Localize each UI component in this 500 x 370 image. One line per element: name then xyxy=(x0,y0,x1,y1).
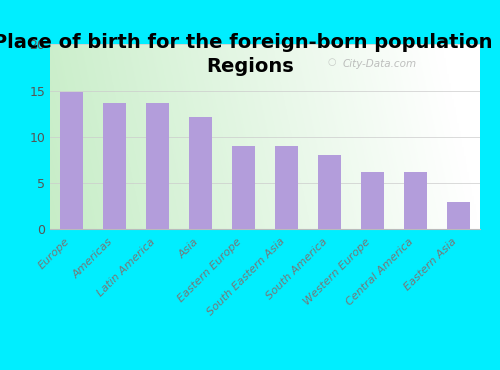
Bar xyxy=(146,102,170,229)
Text: Place of birth for the foreign-born population -
Regions: Place of birth for the foreign-born popu… xyxy=(0,33,500,76)
Bar xyxy=(404,172,427,229)
Bar xyxy=(360,172,384,229)
Text: ○: ○ xyxy=(328,57,336,67)
Bar xyxy=(232,146,256,229)
Text: City-Data.com: City-Data.com xyxy=(342,59,416,69)
Bar xyxy=(188,117,212,229)
Bar xyxy=(318,155,342,229)
Bar xyxy=(274,146,298,229)
Bar xyxy=(60,91,84,229)
Bar xyxy=(446,202,470,229)
Bar xyxy=(102,102,126,229)
